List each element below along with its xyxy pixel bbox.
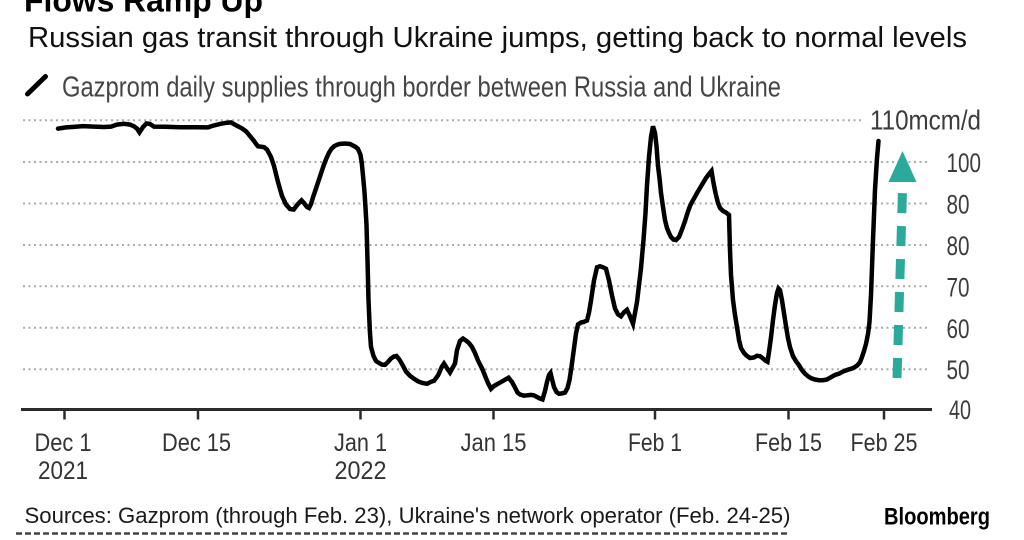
svg-text:Dec 1: Dec 1 xyxy=(35,429,92,457)
svg-text:110mcm/d: 110mcm/d xyxy=(870,105,981,136)
svg-text:Dec 15: Dec 15 xyxy=(162,429,231,457)
svg-text:2021: 2021 xyxy=(38,457,88,485)
svg-text:Jan 1: Jan 1 xyxy=(334,429,387,457)
svg-text:50: 50 xyxy=(947,355,970,385)
svg-text:70: 70 xyxy=(947,272,970,302)
svg-text:Flows Ramp Up: Flows Ramp Up xyxy=(24,0,263,19)
svg-text:80: 80 xyxy=(947,190,970,220)
svg-text:Feb 1: Feb 1 xyxy=(628,429,682,457)
svg-text:Russian gas transit through Uk: Russian gas transit through Ukraine jump… xyxy=(28,22,967,54)
svg-text:Feb 25: Feb 25 xyxy=(851,429,918,457)
svg-text:Jan 15: Jan 15 xyxy=(461,429,527,457)
svg-text:Sources: Gazprom (through Feb.: Sources: Gazprom (through Feb. 23), Ukra… xyxy=(25,503,791,528)
svg-text:60: 60 xyxy=(947,314,970,344)
svg-text:Feb 15: Feb 15 xyxy=(755,429,822,457)
svg-text:100: 100 xyxy=(947,148,982,178)
svg-text:80: 80 xyxy=(947,231,970,261)
svg-text:Bloomberg: Bloomberg xyxy=(884,504,990,531)
svg-text:Gazprom daily supplies through: Gazprom daily supplies through border be… xyxy=(62,72,781,104)
svg-text:40: 40 xyxy=(949,395,971,425)
svg-text:2022: 2022 xyxy=(335,457,387,485)
